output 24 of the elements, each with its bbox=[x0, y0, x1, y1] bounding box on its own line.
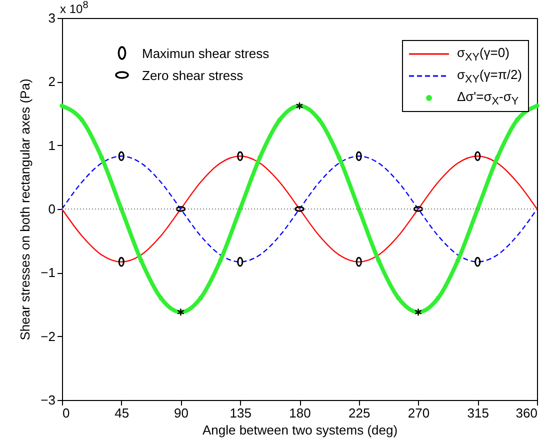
legend-label: σ$_{XY}$(γ=π/2) bbox=[456, 66, 522, 86]
y-tick-label: 3 bbox=[48, 10, 56, 26]
legend-label: Δσ'=σ$_{X}$-σ$_{Y}$ bbox=[456, 88, 519, 108]
x-tick-label: 90 bbox=[174, 406, 188, 420]
y-tick-label: 1 bbox=[48, 138, 56, 153]
x-tick-label: 360 bbox=[516, 406, 538, 420]
y-tick-label: 2 bbox=[48, 74, 56, 90]
x-tick-label: 0 bbox=[62, 406, 70, 420]
legend-label: σ$_{XY}$(γ=0) bbox=[456, 44, 510, 64]
y-tick-label: 0 bbox=[48, 202, 56, 216]
x-tick-label: 45 bbox=[114, 406, 130, 420]
y-tick-label: −1 bbox=[40, 265, 56, 280]
x-tick-label: 270 bbox=[408, 406, 430, 420]
x-tick-label: 135 bbox=[230, 406, 252, 420]
x-tick-label: 225 bbox=[348, 406, 370, 420]
x-tick-label: 180 bbox=[289, 406, 311, 420]
y-axis-title: Shear stresses on both rectangular axes (Pa) bbox=[18, 78, 33, 340]
x-tick-label: 315 bbox=[467, 406, 489, 420]
y-tick-label: −3 bbox=[40, 392, 56, 408]
x-axis-title: Angle between two systems (deg) bbox=[202, 422, 398, 438]
legend-label: Maximun shear stress bbox=[142, 46, 270, 60]
text: x 10$^{8}$ bbox=[60, 0, 88, 16]
legend-label: Zero shear stress bbox=[142, 68, 244, 82]
y-tick-label: −2 bbox=[40, 328, 56, 344]
